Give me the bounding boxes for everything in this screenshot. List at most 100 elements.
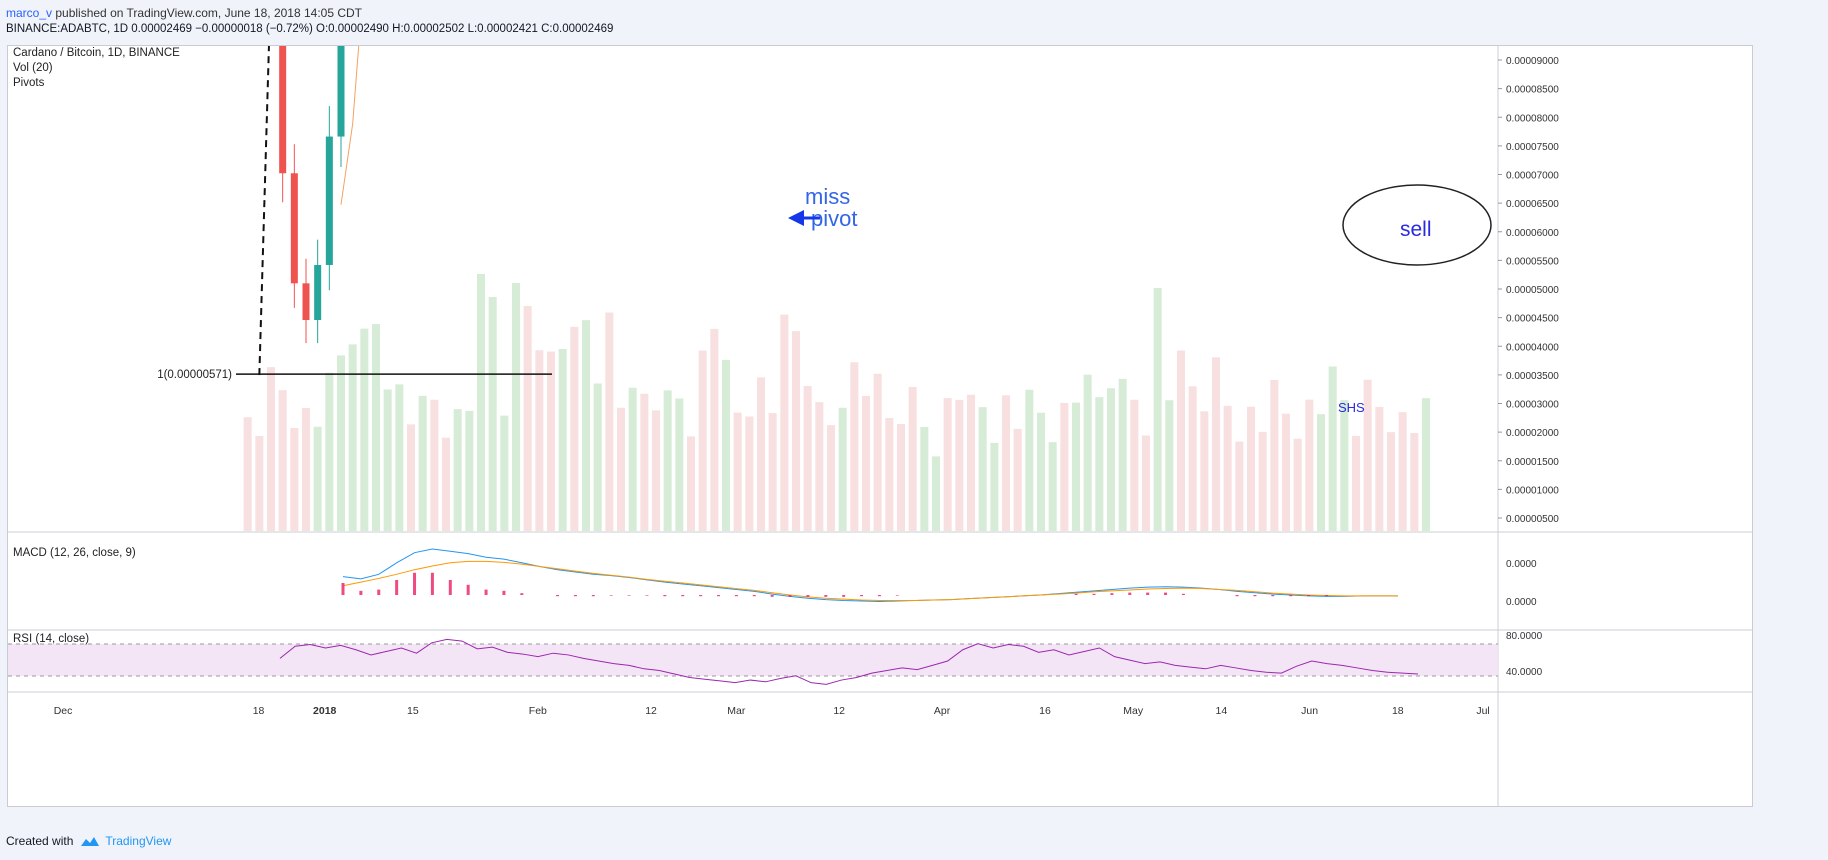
volume-bar <box>1060 403 1069 531</box>
candle-body <box>314 264 322 321</box>
volume-bar <box>500 415 509 531</box>
volume-bar <box>733 412 742 531</box>
volume-bar <box>1235 441 1244 531</box>
volume-bar <box>1095 397 1104 531</box>
annotation-miss: miss <box>805 184 850 209</box>
volume-bar <box>897 424 905 531</box>
rsi-title: RSI (14, close) <box>13 633 89 645</box>
rsi-band <box>8 644 1498 676</box>
x-tick-label: Jun <box>1301 705 1318 717</box>
signal-line <box>342 560 1398 602</box>
macd-tick: 0.0000 <box>1506 597 1537 608</box>
y-tick-label: 0.00008000 <box>1506 113 1559 124</box>
volume-bar <box>1410 433 1419 531</box>
volume-bar <box>348 344 357 531</box>
x-tick-label: May <box>1123 705 1144 717</box>
volume-bar <box>1200 411 1209 531</box>
volume-bar <box>372 324 380 531</box>
volume-bar <box>430 399 439 531</box>
volume-bar <box>1293 438 1302 531</box>
macd-histogram-bar <box>663 595 667 597</box>
volume-bar <box>1083 374 1092 531</box>
macd-tick: 0.0000 <box>1506 559 1537 570</box>
volume-bar <box>1387 432 1395 531</box>
volume-bar <box>780 314 789 531</box>
volume-bar <box>582 320 590 531</box>
volume-bar <box>465 410 474 531</box>
volume-bar <box>488 297 497 531</box>
macd-histogram-bar <box>824 595 828 597</box>
volume-bar <box>792 331 800 531</box>
macd-histogram-bar <box>717 595 721 597</box>
tradingview-link[interactable]: TradingView <box>79 834 171 848</box>
chart-header: marco_v published on TradingView.com, Ju… <box>6 2 1816 42</box>
volume-bar <box>1025 389 1034 531</box>
volume-bar <box>523 306 532 531</box>
volume-bar <box>418 395 427 531</box>
candles <box>270 0 345 344</box>
rsi-tick: 40.0000 <box>1506 667 1543 678</box>
chart-canvas[interactable]: 0.00009000 0.00008500 0.00008000 0.00007500… <box>8 0 1752 806</box>
author-link[interactable]: marco_v <box>6 6 53 20</box>
volume-bar <box>862 395 870 531</box>
y-tick-label: 0.00008500 <box>1506 85 1559 96</box>
macd-histogram-bar <box>842 595 846 597</box>
volume-bar <box>1352 435 1360 531</box>
y-tick-label: 0.00001500 <box>1506 457 1559 468</box>
volume-bar <box>267 367 275 531</box>
sell-circle <box>1342 184 1492 266</box>
x-tick-label: Dec <box>54 705 73 717</box>
volume-bar <box>1072 402 1080 531</box>
macd-histogram-bar <box>484 589 488 595</box>
macd-histogram-bar <box>895 595 899 596</box>
volume-bar <box>1118 378 1127 531</box>
macd-histogram-bar <box>1271 595 1275 597</box>
macd-histogram-bar <box>1110 593 1114 595</box>
x-tick-label: Mar <box>727 705 746 717</box>
macd-histogram-bar <box>770 595 774 597</box>
volume-bar <box>1422 398 1430 531</box>
y-tick-label: 0.00002000 <box>1506 428 1559 439</box>
volume-bar <box>325 372 334 531</box>
volume-bar <box>442 437 450 531</box>
macd-histogram-bar <box>1181 593 1185 595</box>
y-tick-label: 0.00007000 <box>1506 171 1559 182</box>
macd-histogram-bar <box>413 572 417 595</box>
volume-bar <box>1002 395 1010 531</box>
rsi-tick: 80.0000 <box>1506 631 1543 642</box>
volume-bar <box>768 413 777 531</box>
volume-bar <box>803 386 812 531</box>
macd-histogram-bar <box>1128 592 1132 595</box>
macd-histogram-bar <box>1146 592 1150 595</box>
legend-entry: Pivots <box>13 77 45 89</box>
candle-body <box>302 283 310 321</box>
volume-bar <box>1048 442 1057 531</box>
volume-bar <box>978 407 987 531</box>
volume-bar <box>990 442 999 531</box>
macd-title: MACD (12, 26, close, 9) <box>13 547 136 559</box>
y-tick-label: 0.00006000 <box>1506 228 1559 239</box>
volume-bar <box>1258 431 1267 531</box>
x-tick-label: 12 <box>645 705 657 717</box>
volume-bar <box>243 417 252 531</box>
chart-panel[interactable]: 0.00009000 0.00008500 0.00008000 0.00007500… <box>7 0 1753 807</box>
volume-bar <box>652 410 660 531</box>
annotation-sell: sell <box>1400 218 1432 241</box>
x-tick-label: 16 <box>1039 705 1051 717</box>
volume-bar <box>745 416 754 531</box>
volume-bar <box>313 426 322 531</box>
volume-bar <box>687 436 695 531</box>
published-info: published on TradingView.com, June 18, 2… <box>55 6 363 20</box>
volume-bar <box>605 312 614 531</box>
y-tick-label: 0.00004500 <box>1506 314 1559 325</box>
volume-bar <box>1130 399 1139 531</box>
moving-average-line <box>340 0 363 205</box>
legend-entry: Cardano / Bitcoin, 1D, BINANCE <box>13 47 180 59</box>
volume-bar <box>967 394 975 531</box>
x-tick-label: Feb <box>529 705 547 717</box>
macd-histogram-bar <box>556 595 560 597</box>
volume-bar <box>908 387 917 531</box>
volume-bar <box>675 398 684 531</box>
volume-bar <box>1177 350 1185 531</box>
volume-bar <box>302 408 310 531</box>
